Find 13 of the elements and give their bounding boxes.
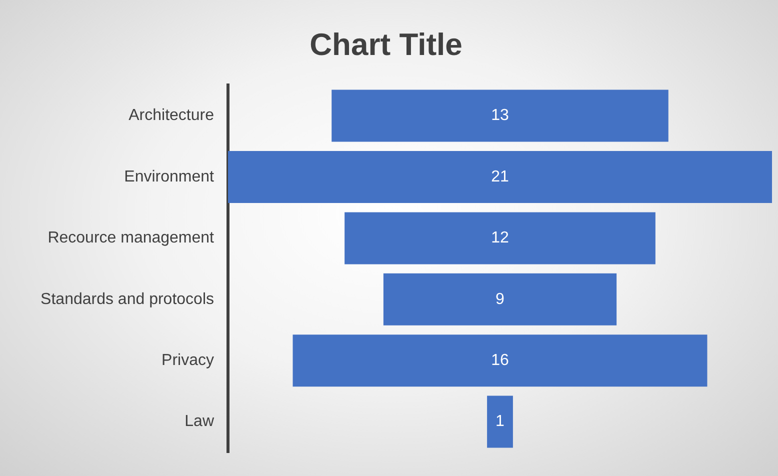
category-label: Architecture	[128, 107, 214, 124]
data-label: 12	[491, 230, 509, 247]
data-label: 16	[491, 352, 509, 370]
data-label: 21	[491, 168, 509, 186]
data-label: 13	[491, 107, 509, 124]
category-label: Privacy	[162, 352, 214, 370]
data-label: 9	[496, 290, 505, 308]
category-label: Standards and protocols	[40, 290, 214, 308]
category-label: Environment	[124, 168, 215, 186]
category-label: Recource management	[48, 230, 215, 247]
data-label: 1	[496, 413, 505, 430]
category-label: Law	[184, 413, 214, 430]
text: Chart Title	[310, 27, 462, 62]
